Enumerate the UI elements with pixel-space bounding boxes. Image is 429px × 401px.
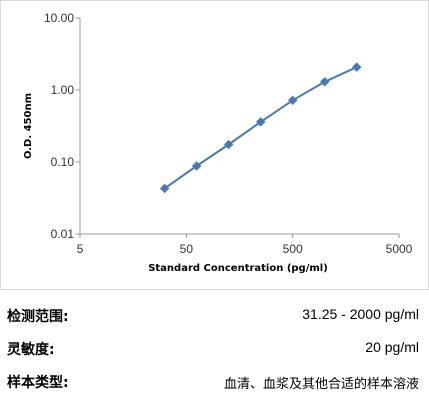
x-tick-label: 50: [180, 242, 194, 256]
chart-frame: 10.00 1.00 0.10 0.01 5 50 500 5000 Standard Con…: [0, 0, 429, 290]
x-axis-title: Standard Concentration (pg/ml): [148, 263, 328, 274]
y-tick-label: 0.01: [51, 227, 75, 241]
detection-range-value: 31.25 - 2000 pg/ml: [302, 306, 419, 322]
y-tick-label: 10.00: [44, 11, 74, 25]
data-point: [319, 77, 330, 87]
x-tick-label: 5000: [386, 242, 413, 256]
detection-range-row: 检测范围: 31.25 - 2000 pg/ml: [0, 300, 429, 330]
data-point: [255, 117, 266, 127]
series: [159, 62, 362, 194]
sensitivity-value: 20 pg/ml: [365, 339, 419, 355]
sample-type-row: 样本类型: 血清、血浆及其他合适的样本溶液: [0, 366, 429, 396]
y-tick-label: 1.00: [51, 83, 75, 97]
sensitivity-row: 灵敏度: 20 pg/ml: [0, 333, 429, 363]
data-point: [287, 95, 298, 106]
data-point: [191, 161, 202, 171]
data-point: [351, 62, 362, 72]
standard-curve-chart: 10.00 1.00 0.10 0.015 50 500 5000 Standard Con…: [23, 11, 413, 274]
detection-range-label: 检测范围:: [7, 309, 69, 325]
sample-type-value: 血清、血浆及其他合适的样本溶液: [223, 377, 419, 392]
data-point: [223, 139, 234, 150]
y-axis-title: O.D. 450nm: [23, 93, 34, 159]
series-line: [164, 66, 358, 190]
axes: [76, 17, 400, 238]
x-tick-label: 5: [77, 242, 84, 256]
sensitivity-label: 灵敏度:: [7, 342, 55, 358]
sample-type-label: 样本类型:: [7, 375, 69, 391]
data-point: [159, 183, 170, 194]
y-tick-label: 0.10: [51, 155, 75, 169]
x-tick-label: 500: [283, 242, 303, 256]
tick-labels: 10.00 1.00 0.10 0.015 50 500 5000: [44, 11, 413, 256]
